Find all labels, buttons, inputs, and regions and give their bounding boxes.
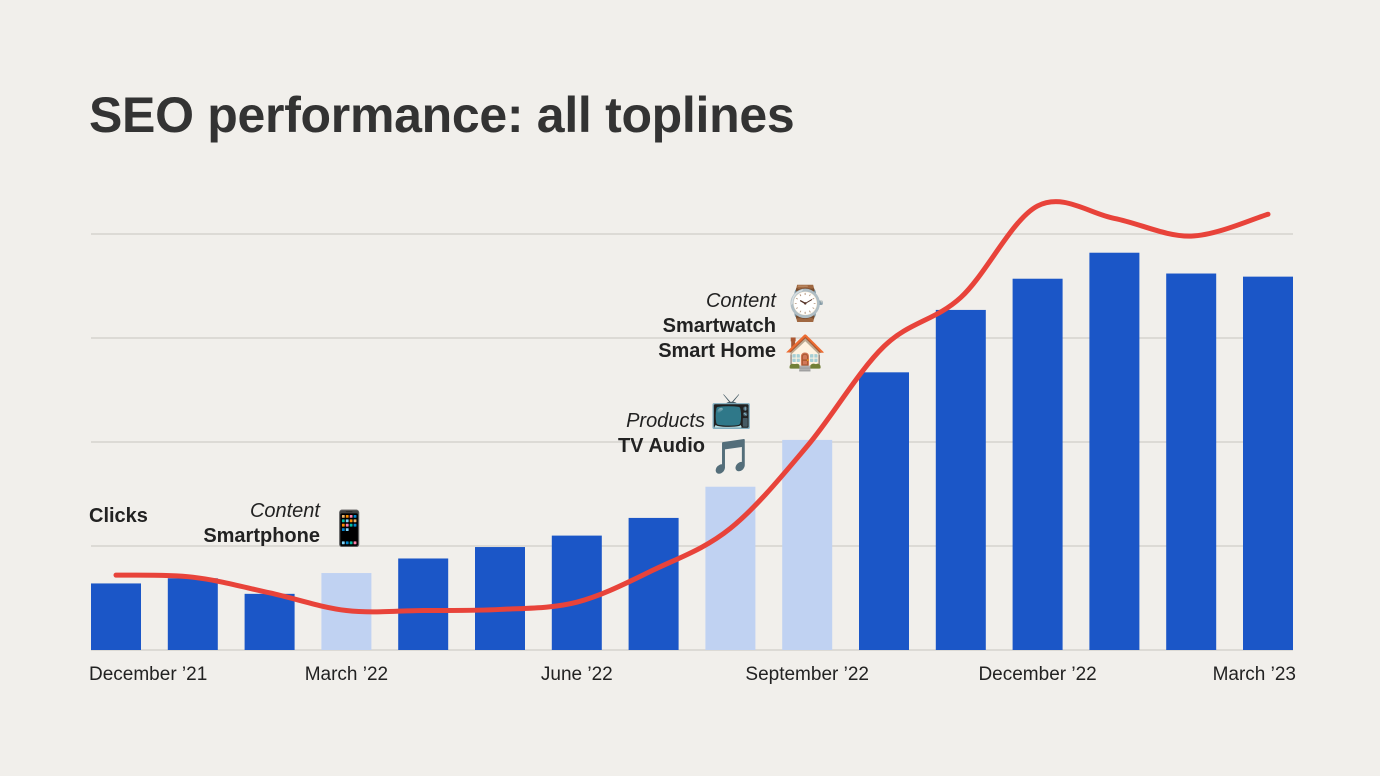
bars (91, 252, 1293, 650)
annotation-emoji-icon: 🎵 (710, 438, 752, 476)
chart-title: SEO performance: all toplines (89, 87, 795, 143)
annotation-2: Content Smartwatch Smart Home ⌚ 🏠 (658, 284, 826, 372)
bar-1 (167, 578, 218, 650)
x-tick-label: March ’23 (1213, 664, 1296, 685)
annotation-emoji-icon: 📱 (328, 509, 370, 548)
bar-6 (551, 535, 602, 650)
annotation-text: Smart Home (658, 340, 776, 362)
x-tick-label: December ’21 (89, 664, 207, 685)
clicks-line (113, 199, 1271, 615)
annotation-text: Products (626, 410, 705, 432)
annotations: Content Smartphone 📱 Products TV Audio📺 🎵 Cont… (203, 284, 826, 548)
bar-13 (1089, 252, 1140, 650)
annotation-text: Content (250, 500, 321, 522)
bar-9 (782, 439, 833, 650)
x-tick-label: December ’22 (978, 664, 1096, 685)
annotation-0: Content Smartphone 📱 (203, 500, 370, 548)
annotation-text: TV Audio (618, 435, 705, 457)
x-tick-label: September ’22 (745, 664, 869, 685)
annotation-emoji-icon: 📺 (710, 392, 752, 430)
bar-15 (1243, 276, 1293, 650)
bar-7 (628, 517, 679, 650)
annotation-emoji-icon: ⌚ (784, 284, 826, 323)
annotation-text: Smartphone (203, 525, 320, 547)
bar-2 (244, 593, 295, 650)
annotation-1: Products TV Audio📺 🎵 (618, 392, 752, 476)
series-label-clicks: Clicks (89, 505, 148, 527)
bar-10 (859, 372, 909, 650)
x-tick-label: March ’22 (305, 664, 388, 685)
bar-12 (1012, 278, 1063, 650)
annotation-text: Content (706, 290, 777, 312)
x-axis-ticks: December ’21 March ’22 June ’22 September ’… (89, 664, 1296, 685)
bar-11 (935, 309, 986, 650)
bar-14 (1166, 273, 1217, 650)
annotation-text: Smartwatch (663, 315, 776, 337)
bar-4 (398, 558, 449, 650)
annotation-emoji-icon: 🏠 (784, 334, 826, 372)
bar-5 (475, 547, 525, 650)
x-tick-label: June ’22 (541, 664, 613, 685)
bar-0 (91, 583, 141, 650)
